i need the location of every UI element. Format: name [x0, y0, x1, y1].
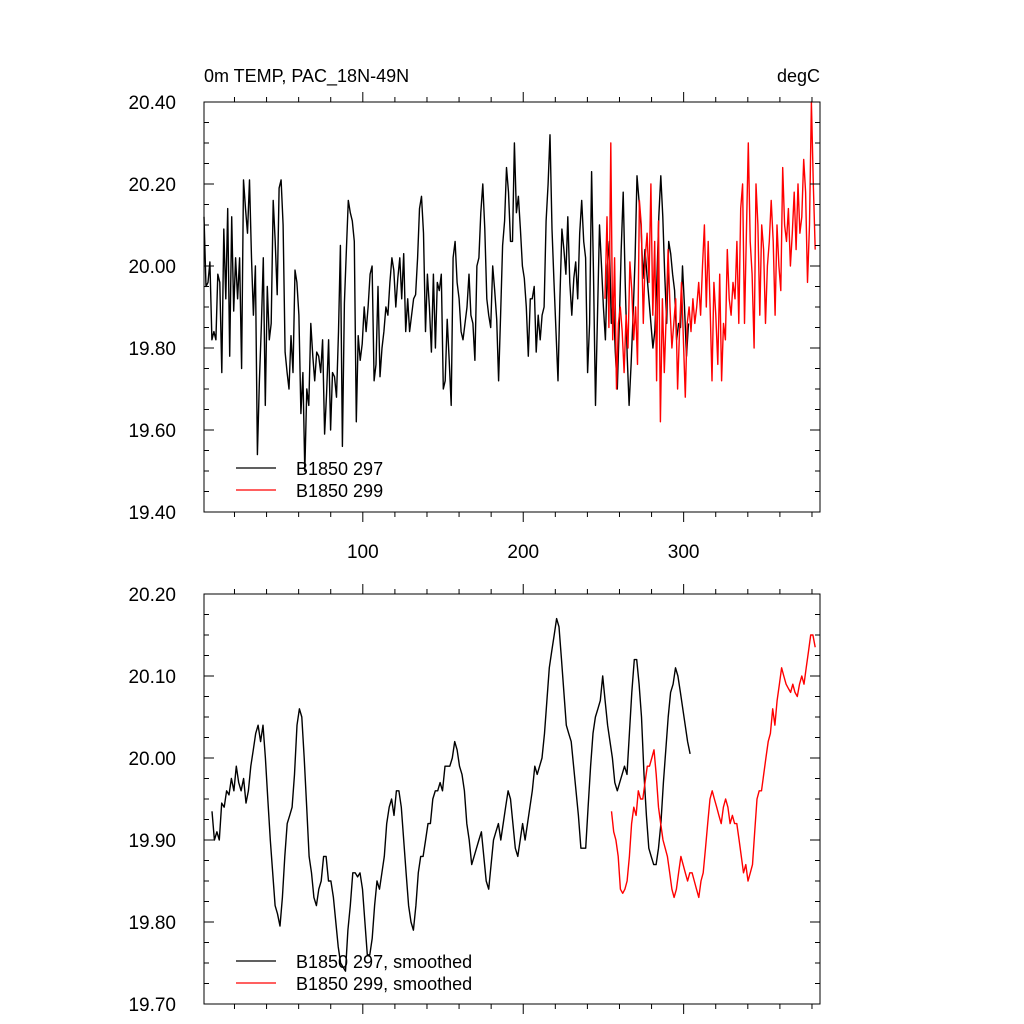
legend-label-297: B1850 297 [296, 459, 383, 479]
series-line-b1850-299 [604, 101, 816, 423]
legend-label-297-smoothed: B1850 297, smoothed [296, 952, 472, 972]
x-tick-label: 300 [668, 542, 700, 563]
bottom-panel-legend: B1850 297, smoothed B1850 299, smoothed [236, 952, 472, 994]
y-tick-label: 19.90 [128, 831, 176, 852]
y-tick-label: 20.00 [128, 749, 176, 770]
legend-label-299: B1850 299 [296, 481, 383, 501]
top-panel: 0m TEMP, PAC_18N-49N degC 19.40 19.60 19.8… [128, 66, 821, 563]
top-panel-ticks: 19.40 19.60 19.80 20.00 20.20 20.40 100 200 300 [128, 92, 820, 563]
legend-label-299-smoothed: B1850 299, smoothed [296, 974, 472, 994]
bottom-panel-series [211, 617, 816, 972]
y-tick-label: 19.40 [128, 503, 176, 524]
y-tick-label: 20.00 [128, 257, 176, 278]
y-tick-label: 19.70 [128, 995, 176, 1016]
bottom-panel-frame [203, 593, 821, 1005]
bottom-panel-ticks: 19.70 19.80 19.90 20.00 20.10 20.20 [128, 584, 820, 1016]
x-tick-label: 100 [347, 542, 379, 563]
top-panel-legend: B1850 297 B1850 299 [236, 459, 383, 501]
y-tick-label: 20.20 [128, 175, 176, 196]
top-panel-frame [203, 101, 821, 513]
y-tick-label: 19.60 [128, 421, 176, 442]
bottom-panel: 19.70 19.80 19.90 20.00 20.10 20.20 B1850 297… [128, 584, 821, 1016]
y-tick-label: 19.80 [128, 339, 176, 360]
series-line-b1850-297-smoothed [211, 617, 691, 972]
y-tick-label: 20.20 [128, 585, 176, 606]
top-panel-series [203, 101, 816, 472]
top-panel-units: degC [777, 66, 820, 86]
y-tick-label: 20.10 [128, 667, 176, 688]
x-tick-label: 200 [507, 542, 539, 563]
y-tick-label: 19.80 [128, 913, 176, 934]
y-tick-label: 20.40 [128, 93, 176, 114]
top-panel-title: 0m TEMP, PAC_18N-49N [204, 66, 409, 87]
series-line-b1850-299-smoothed [610, 634, 816, 899]
